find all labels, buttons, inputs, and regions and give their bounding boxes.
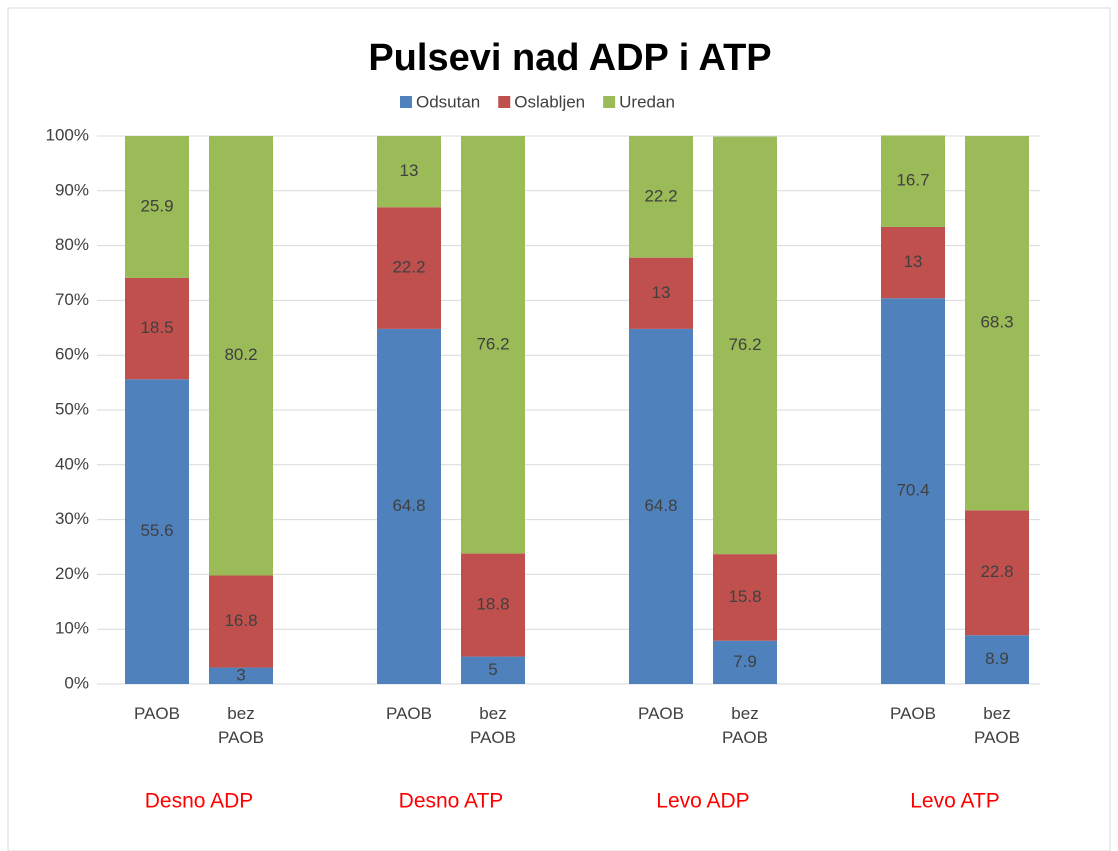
y-tick-label: 90% (55, 180, 89, 199)
bar-segment (125, 136, 189, 278)
data-label: 16.7 (896, 171, 929, 190)
bar-segment (881, 298, 945, 684)
group-label: Levo ADP (656, 790, 749, 813)
data-label: 68.3 (980, 313, 1013, 332)
legend-label: Oslabljen (514, 92, 585, 111)
data-label: 18.5 (140, 318, 173, 337)
x-tick-label: PAOB (134, 704, 180, 723)
x-tick-label: bez PAOB (974, 704, 1020, 747)
data-label: 22.8 (980, 562, 1013, 581)
data-label: 16.8 (224, 611, 257, 630)
data-label: 76.2 (728, 335, 761, 354)
data-label: 8.9 (985, 649, 1009, 668)
bar-segment (209, 575, 273, 668)
data-label: 80.2 (224, 345, 257, 364)
y-tick-label: 80% (55, 235, 89, 254)
bar-segment (461, 136, 525, 554)
y-tick-label: 20% (55, 564, 89, 583)
bar-segment (125, 277, 189, 380)
legend-swatch (498, 96, 511, 108)
x-tick-label: PAOB (890, 704, 936, 723)
x-tick-label: PAOB (386, 704, 432, 723)
data-label: 13 (400, 161, 419, 180)
x-tick-label: bez PAOB (218, 704, 264, 747)
bar-segment (377, 328, 441, 684)
bar-segment (209, 667, 273, 684)
bar-segment (881, 226, 945, 299)
y-tick-label: 100% (46, 125, 89, 144)
data-label: 13 (904, 252, 923, 271)
data-label: 64.8 (392, 496, 425, 515)
group-label: Levo ATP (910, 790, 1000, 813)
y-tick-label: 40% (55, 454, 89, 473)
y-tick-label: 0% (64, 673, 89, 692)
data-label: 55.6 (140, 521, 173, 540)
bar-segment (965, 510, 1029, 636)
bar-segment (377, 136, 441, 208)
chart-title: Pulsevi nad ADP i ATP (368, 37, 771, 79)
data-label: 70.4 (896, 481, 929, 500)
bar-segment (713, 554, 777, 641)
bar-segment (713, 136, 777, 555)
bar-segment (965, 635, 1029, 684)
legend-label: Odsutan (416, 92, 480, 111)
bar-segment (965, 136, 1029, 511)
data-label: 76.2 (476, 334, 509, 353)
group-label: Desno ADP (145, 790, 254, 813)
data-label: 18.8 (476, 595, 509, 614)
bar-segment (881, 135, 945, 227)
legend-swatch (400, 96, 412, 108)
x-tick-label: bez PAOB (722, 704, 768, 747)
data-label: 5 (488, 660, 497, 679)
bar-segment (629, 328, 693, 684)
legend-label: Uredan (619, 92, 675, 111)
bar-segment (629, 257, 693, 329)
data-label: 25.9 (140, 196, 173, 215)
x-tick-label: PAOB (638, 704, 684, 723)
data-label: 22.2 (644, 186, 677, 205)
data-label: 7.9 (733, 652, 757, 671)
data-label: 3 (236, 665, 245, 684)
bar-segment (209, 136, 273, 576)
y-tick-label: 30% (55, 509, 89, 528)
group-label: Desno ATP (399, 790, 504, 813)
legend-swatch (603, 96, 616, 108)
y-tick-label: 10% (55, 619, 89, 638)
bar-segment (461, 656, 525, 684)
bar-segment (629, 136, 693, 258)
bar-segment (125, 379, 189, 684)
x-tick-label: bez PAOB (470, 704, 516, 747)
data-label: 13 (652, 283, 671, 302)
bar-segment (713, 640, 777, 684)
bar-segment (377, 207, 441, 329)
y-tick-label: 60% (55, 345, 89, 364)
data-label: 22.2 (392, 258, 425, 277)
y-tick-label: 50% (55, 399, 89, 418)
bar-segment (461, 553, 525, 657)
y-tick-label: 70% (55, 290, 89, 309)
data-label: 64.8 (644, 496, 677, 515)
data-label: 15.8 (728, 587, 761, 606)
